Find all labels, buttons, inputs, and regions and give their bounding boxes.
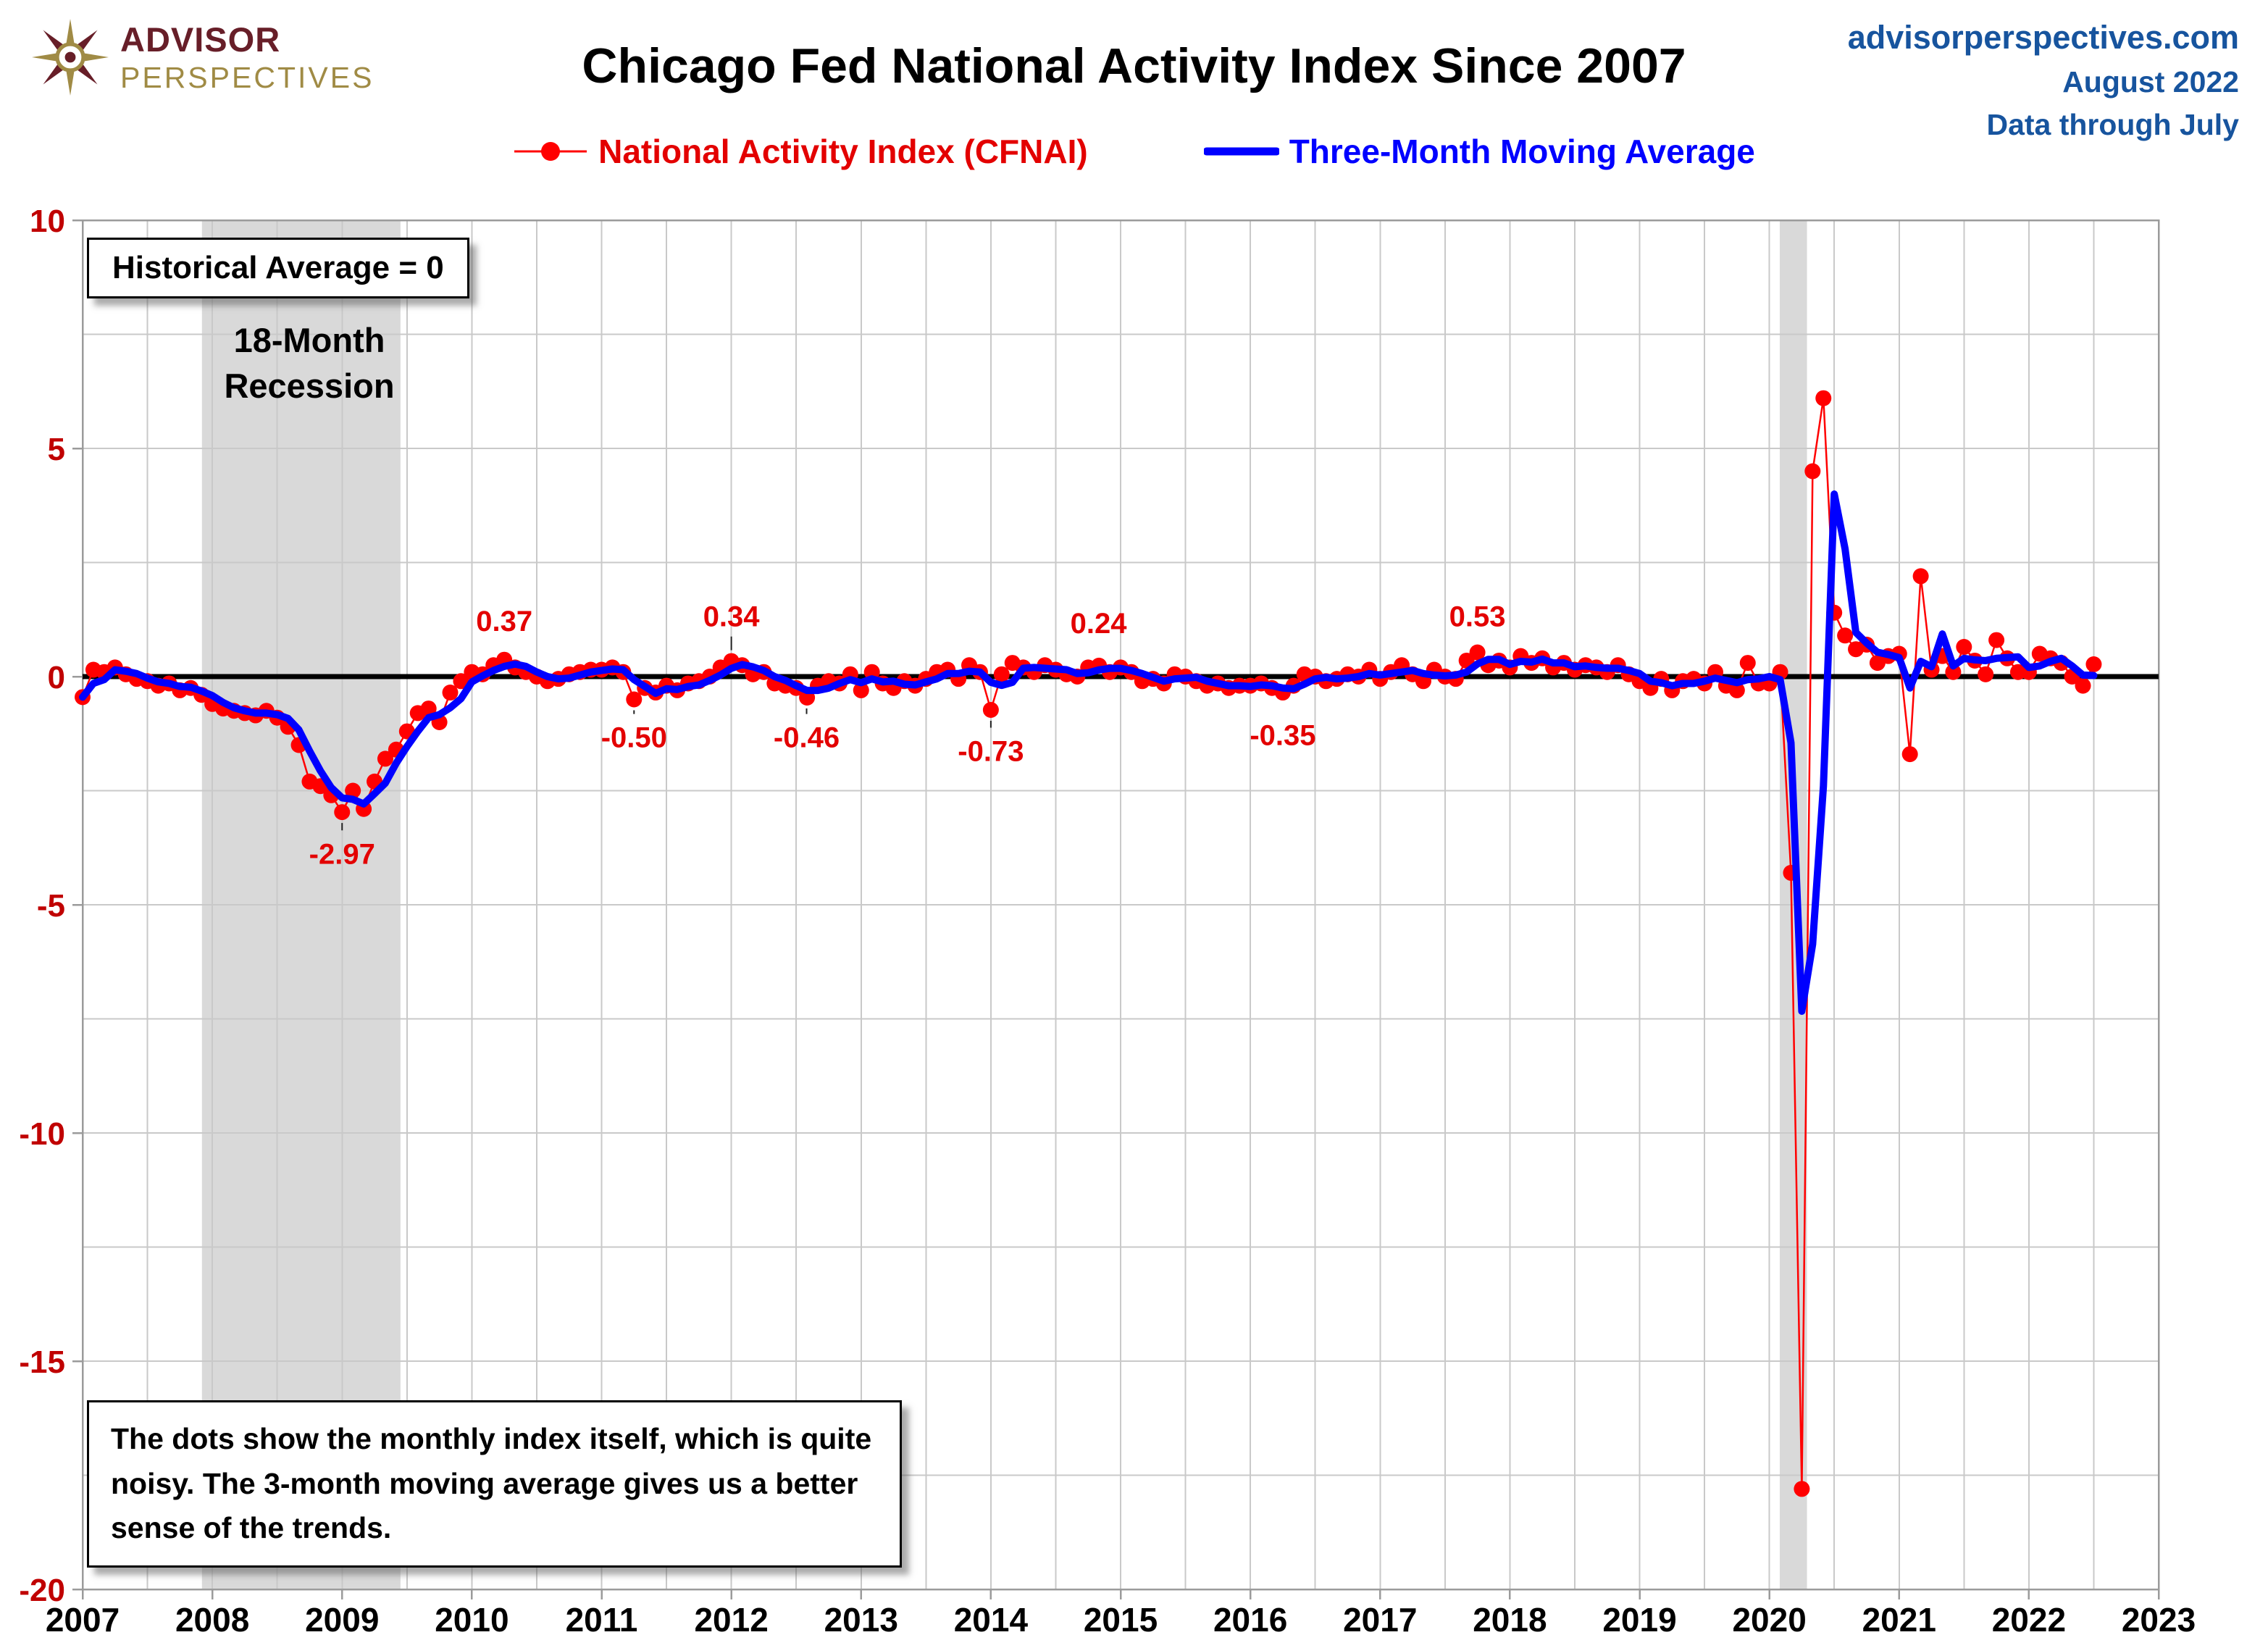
source-block: advisorperspectives.com August 2022 Data…: [1848, 19, 2239, 142]
svg-text:2023: 2023: [2122, 1601, 2196, 1639]
svg-text:-15: -15: [19, 1344, 65, 1380]
recession-band-label-line1: 18-Month: [233, 321, 385, 359]
svg-text:10: 10: [30, 204, 65, 239]
chart-legend: National Activity Index (CFNAI) Three-Mo…: [0, 132, 2268, 171]
recession-band-label: 18-Month Recession: [161, 317, 458, 409]
historical-average-callout: Historical Average = 0: [87, 238, 469, 298]
svg-text:2015: 2015: [1084, 1601, 1158, 1639]
svg-text:-0.50: -0.50: [601, 722, 667, 754]
legend-label-moving-average: Three-Month Moving Average: [1289, 133, 1755, 170]
cfnai-legend-marker: [514, 142, 587, 161]
svg-text:-0.35: -0.35: [1250, 720, 1315, 752]
svg-text:2017: 2017: [1343, 1601, 1417, 1639]
svg-text:2010: 2010: [435, 1601, 509, 1639]
source-date: August 2022: [2062, 65, 2239, 99]
svg-text:0.34: 0.34: [703, 601, 761, 633]
logo-advisor: ADVISOR: [120, 20, 281, 59]
svg-text:2007: 2007: [46, 1601, 120, 1639]
svg-text:2014: 2014: [954, 1601, 1029, 1639]
compass-rose-icon: [32, 19, 109, 96]
legend-label-cfnai: National Activity Index (CFNAI): [598, 133, 1088, 170]
logo-perspectives: PERSPECTIVES: [120, 61, 374, 94]
legend-item-moving-average: Three-Month Moving Average: [1203, 132, 1755, 171]
svg-text:-20: -20: [19, 1573, 65, 1608]
svg-text:2020: 2020: [1732, 1601, 1806, 1639]
logo-text: ADVISOR PERSPECTIVES: [120, 20, 374, 95]
svg-text:2011: 2011: [566, 1601, 638, 1639]
moving-average-legend-marker: [1203, 147, 1279, 156]
svg-text:2018: 2018: [1473, 1601, 1547, 1639]
svg-text:2008: 2008: [175, 1601, 249, 1639]
svg-text:-5: -5: [37, 888, 65, 924]
source-through: Data through July: [1986, 108, 2239, 141]
advisor-perspectives-logo: ADVISOR PERSPECTIVES: [32, 19, 374, 96]
svg-text:2013: 2013: [824, 1601, 898, 1639]
legend-item-cfnai: National Activity Index (CFNAI): [513, 132, 1088, 171]
svg-text:-0.73: -0.73: [958, 736, 1024, 768]
svg-text:5: 5: [48, 432, 65, 467]
svg-text:2016: 2016: [1213, 1601, 1287, 1639]
recession-band-label-line2: Recession: [224, 367, 395, 406]
svg-text:0.24: 0.24: [1071, 608, 1128, 640]
svg-text:2022: 2022: [1992, 1601, 2066, 1639]
explanatory-note: The dots show the monthly index itself, …: [87, 1400, 902, 1568]
source-site: advisorperspectives.com: [1847, 19, 2239, 56]
chart-title: Chicago Fed National Activity Index Sinc…: [582, 38, 1686, 93]
svg-text:2012: 2012: [694, 1601, 768, 1639]
svg-text:0.53: 0.53: [1449, 601, 1506, 633]
svg-text:2009: 2009: [305, 1601, 379, 1639]
svg-text:-2.97: -2.97: [309, 838, 375, 870]
svg-text:-10: -10: [19, 1116, 65, 1152]
svg-text:2019: 2019: [1602, 1601, 1676, 1639]
svg-text:-0.46: -0.46: [774, 722, 840, 754]
svg-text:0: 0: [48, 660, 65, 695]
svg-text:2021: 2021: [1862, 1601, 1936, 1639]
svg-text:0.37: 0.37: [476, 606, 532, 637]
